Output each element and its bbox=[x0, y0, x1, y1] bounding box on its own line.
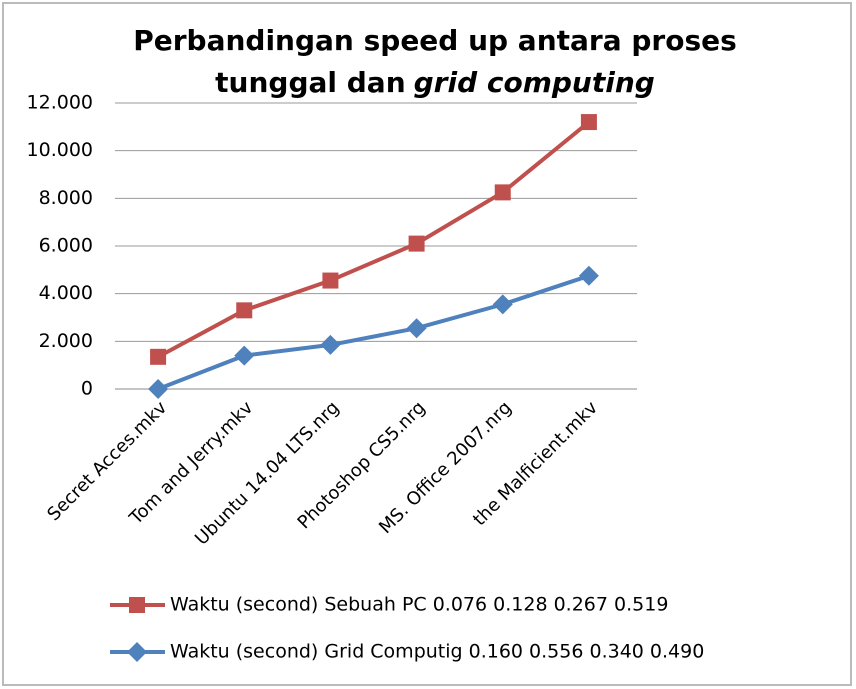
marker bbox=[322, 272, 339, 289]
chart-title-italic: grid computing bbox=[414, 66, 655, 99]
marker bbox=[150, 348, 167, 365]
marker bbox=[578, 265, 599, 286]
marker bbox=[234, 345, 255, 366]
y-tick-label: 6.000 bbox=[39, 235, 93, 257]
marker bbox=[408, 235, 425, 252]
legend-label: Waktu (second) Grid Computig 0.160 0.556… bbox=[170, 641, 704, 663]
series-line bbox=[157, 120, 591, 359]
y-tick-label: 8.000 bbox=[39, 187, 93, 209]
marker bbox=[406, 318, 427, 339]
chart-title-line2: tunggal dan grid computing bbox=[215, 66, 655, 99]
y-tick-label: 0 bbox=[81, 378, 93, 400]
chart-title-text: tunggal dan bbox=[215, 66, 405, 99]
legend-label: Waktu (second) Sebuah PC 0.076 0.128 0.2… bbox=[170, 594, 668, 616]
marker bbox=[492, 294, 513, 315]
y-tick-label: 12.000 bbox=[27, 92, 93, 114]
marker bbox=[494, 184, 511, 201]
marker bbox=[236, 302, 253, 319]
chart-title: Perbandingan speed up antara proses bbox=[133, 24, 737, 57]
series-line bbox=[157, 273, 590, 391]
y-tick-label: 4.000 bbox=[39, 282, 93, 304]
marker bbox=[320, 334, 341, 355]
marker bbox=[580, 114, 597, 131]
legend-marker bbox=[129, 597, 145, 613]
y-tick-label: 2.000 bbox=[39, 330, 93, 352]
y-tick-label: 10.000 bbox=[27, 139, 93, 161]
legend-marker bbox=[127, 642, 147, 662]
marker bbox=[148, 379, 169, 399]
